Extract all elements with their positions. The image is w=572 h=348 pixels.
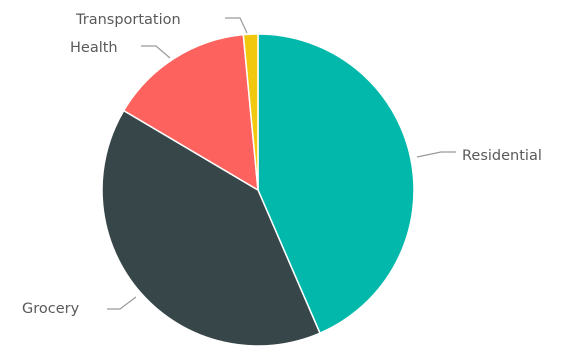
leader-line-transportation [225, 17, 248, 34]
slice-labels: Residential Grocery Health Transportation [22, 12, 542, 317]
leader-lines [107, 17, 456, 310]
leader-line-residential [416, 151, 456, 158]
pie-slice-transportation[interactable] [242, 33, 259, 191]
pie-slice-residential[interactable] [257, 33, 415, 334]
slice-label-grocery: Grocery [22, 301, 80, 317]
slice-label-transportation: Transportation [75, 12, 181, 28]
leader-line-grocery [107, 296, 137, 310]
slice-label-health: Health [70, 40, 118, 56]
pie-slice-grocery[interactable] [101, 109, 321, 347]
pie-slices [101, 33, 415, 347]
leader-line-health [141, 45, 171, 59]
pie-slice-health[interactable] [122, 33, 259, 191]
slice-label-residential: Residential [462, 148, 542, 164]
